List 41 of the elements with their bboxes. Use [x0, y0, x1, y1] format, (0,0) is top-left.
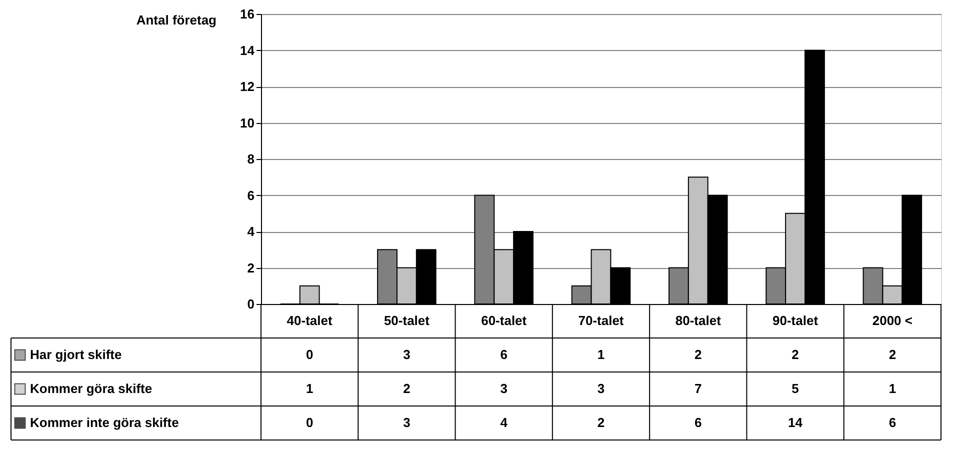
legend-label: Har gjort skifte [30, 347, 122, 362]
x-tick-label: 50-talet [384, 313, 430, 328]
data-label: 14 [788, 415, 804, 430]
y-tick-label: 12 [240, 79, 254, 94]
x-tick-label: 70-talet [578, 313, 624, 328]
x-tick-label: 40-talet [286, 313, 333, 328]
data-label: 5 [792, 381, 799, 396]
data-label: 2 [792, 347, 799, 362]
data-label: 4 [500, 415, 508, 430]
y-tick-label: 10 [240, 115, 254, 130]
y-tick-label: 2 [247, 260, 254, 276]
y-tick-label: 14 [240, 42, 256, 58]
y-tick-label: 6 [247, 188, 254, 203]
data-label: 0 [306, 415, 314, 430]
x-tick-label: 60-talet [481, 313, 528, 328]
data-label: 3 [403, 347, 410, 362]
data-label: 6 [694, 415, 702, 430]
data-label: 1 [306, 381, 314, 396]
data-label: 2 [694, 347, 702, 362]
data-label: 2 [597, 415, 605, 430]
legend-label: Kommer göra skifte [30, 381, 152, 396]
y-tick-label: 16 [240, 6, 254, 22]
data-label: 1 [888, 381, 896, 396]
data-label: 6 [888, 415, 896, 430]
data-label: 3 [597, 381, 605, 396]
data-label: 1 [597, 347, 605, 362]
data-label: 3 [500, 381, 508, 396]
data-label: 0 [306, 347, 314, 362]
y-tick-label: 8 [247, 152, 254, 166]
data-label: 3 [403, 415, 410, 430]
x-tick-label: 90-talet [772, 313, 819, 328]
y-tick-label: 4 [247, 224, 256, 239]
data-label: 2 [403, 381, 410, 396]
y-tick-label: 0 [247, 296, 254, 312]
y-axis-title: Antal företag [136, 12, 217, 28]
data-label: 2 [888, 347, 896, 362]
x-tick-label: 80-talet [675, 313, 722, 328]
legend-label: Kommer inte göra skifte [30, 415, 179, 430]
x-tick-label: 2000 < [872, 313, 913, 328]
data-label: 6 [500, 347, 508, 362]
data-label: 7 [694, 381, 702, 396]
